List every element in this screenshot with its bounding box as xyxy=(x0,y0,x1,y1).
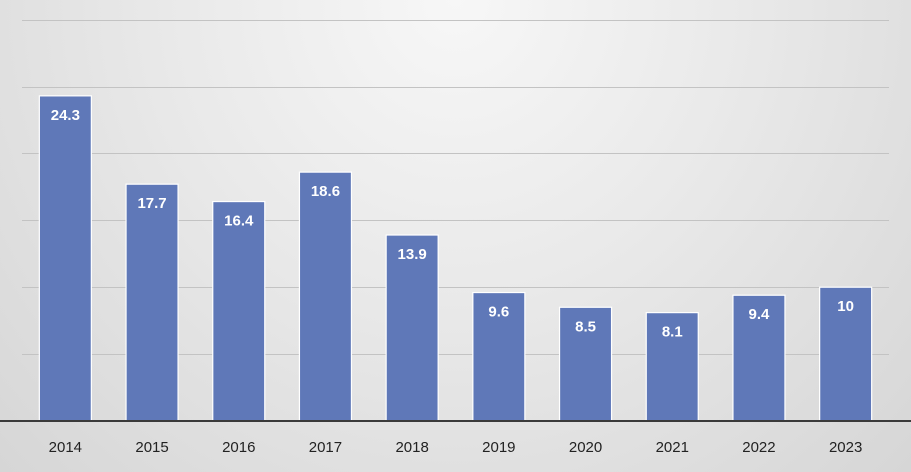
data-label-2018: 13.9 xyxy=(398,246,427,263)
data-label-2017: 18.6 xyxy=(311,183,340,200)
data-label-2015: 17.7 xyxy=(137,195,166,212)
bar-2023 xyxy=(819,286,873,422)
bar-2016 xyxy=(212,200,266,422)
x-tick-label-2015: 2015 xyxy=(135,439,168,456)
bar-2014 xyxy=(38,95,92,422)
x-tick-label-2020: 2020 xyxy=(569,439,602,456)
x-tick-label-2017: 2017 xyxy=(309,439,342,456)
x-tick-label-2018: 2018 xyxy=(395,439,428,456)
data-label-2021: 8.1 xyxy=(662,324,683,341)
bar-2021 xyxy=(645,312,699,422)
bar-2015 xyxy=(125,183,179,422)
data-label-2019: 9.6 xyxy=(488,304,509,321)
x-tick-label-2019: 2019 xyxy=(482,439,515,456)
x-tick-label-2014: 2014 xyxy=(49,439,82,456)
data-label-2020: 8.5 xyxy=(575,318,596,335)
data-label-2014: 24.3 xyxy=(51,107,80,124)
x-tick-label-2021: 2021 xyxy=(656,439,689,456)
data-label-2016: 16.4 xyxy=(224,213,254,230)
x-tick-label-2016: 2016 xyxy=(222,439,255,456)
bar-2019 xyxy=(472,291,526,422)
data-label-2023: 10 xyxy=(837,298,854,315)
data-label-2022: 9.4 xyxy=(749,306,771,323)
bar-2020 xyxy=(558,306,613,422)
bar-2022 xyxy=(732,294,786,422)
x-tick-label-2023: 2023 xyxy=(829,439,862,456)
bar-2017 xyxy=(298,171,353,422)
x-tick-label-2022: 2022 xyxy=(742,439,775,456)
